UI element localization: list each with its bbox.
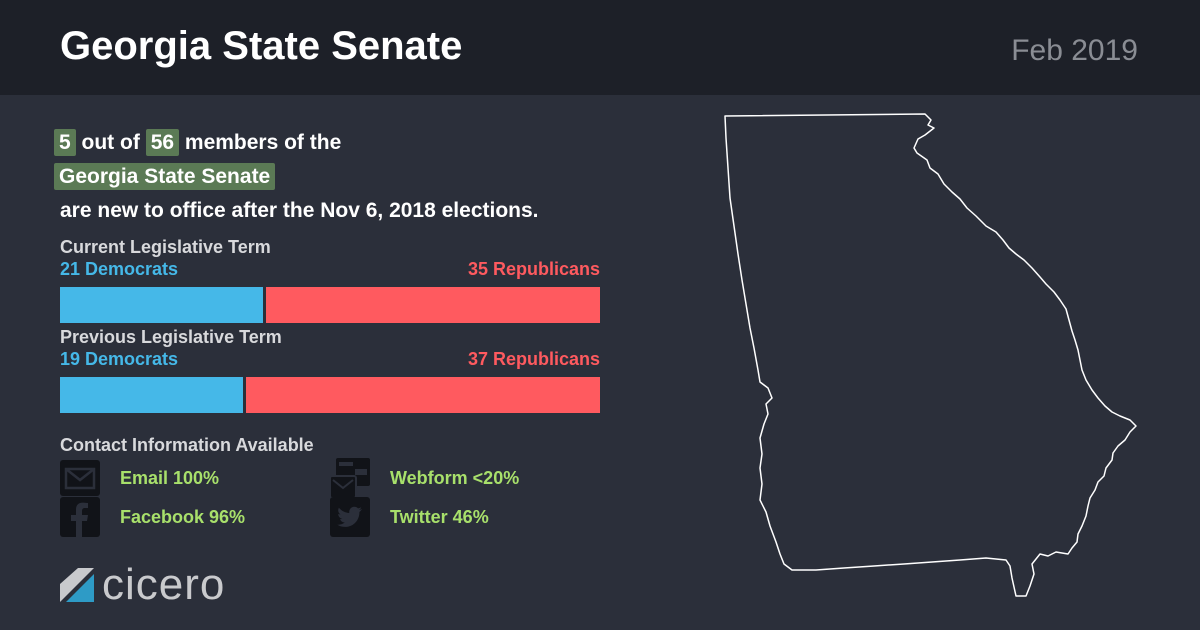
current-term-label: Current Legislative Term — [60, 237, 271, 257]
twitter-label: Twitter 46% — [390, 506, 489, 527]
header-bar: Georgia State Senate Feb 2019 — [0, 0, 1200, 95]
cicero-logo-mark — [60, 568, 94, 602]
current-dem-count: 21 Democrats — [60, 259, 179, 279]
members-of-text: members of the — [184, 131, 342, 154]
democrat-bar-segment — [60, 377, 244, 413]
date-label: Feb 2019 — [1011, 34, 1138, 67]
facebook-icon — [60, 497, 100, 537]
republican-bar-segment — [246, 377, 600, 413]
new-count-highlight: 5 — [54, 129, 76, 156]
cicero-wordmark: cicero — [102, 560, 226, 609]
georgia-state-outline — [724, 113, 1137, 597]
email-label: Email 100% — [120, 467, 220, 488]
bar-divider — [243, 377, 247, 413]
democrat-bar-segment — [60, 287, 263, 323]
previous-term-label: Previous Legislative Term — [60, 327, 282, 347]
republican-bar-segment — [265, 287, 600, 323]
previous-rep-count: 37 Republicans — [467, 349, 600, 369]
previous-dem-count: 19 Democrats — [60, 349, 179, 369]
headline-line-1: 5 out of 56 members of the — [54, 126, 660, 160]
facebook-label: Facebook 96% — [120, 506, 246, 527]
contact-webform: Webform <20% — [330, 458, 519, 498]
contact-facebook: Facebook 96% — [60, 497, 245, 537]
contact-title: Contact Information Available — [60, 435, 314, 455]
email-icon — [60, 458, 100, 498]
cicero-logo: cicero — [60, 560, 225, 610]
out-of-text: out of — [81, 131, 140, 154]
contact-twitter: Twitter 46% — [330, 497, 489, 537]
page-title: Georgia State Senate — [60, 24, 463, 68]
webform-label: Webform <20% — [390, 467, 520, 488]
headline-line-3: are new to office after the Nov 6, 2018 … — [60, 199, 539, 222]
current-term-bar — [60, 287, 600, 323]
contact-email: Email 100% — [60, 458, 219, 498]
headline-line-2: Georgia State Senate — [54, 160, 660, 194]
body-name-highlight: Georgia State Senate — [54, 163, 276, 190]
webform-icon — [330, 458, 370, 498]
current-rep-count: 35 Republicans — [467, 259, 600, 279]
headline: 5 out of 56 members of the Georgia State… — [54, 126, 660, 228]
previous-term-bar — [60, 377, 600, 413]
total-highlight: 56 — [145, 129, 180, 156]
bar-divider — [262, 287, 266, 323]
twitter-icon — [330, 497, 370, 537]
